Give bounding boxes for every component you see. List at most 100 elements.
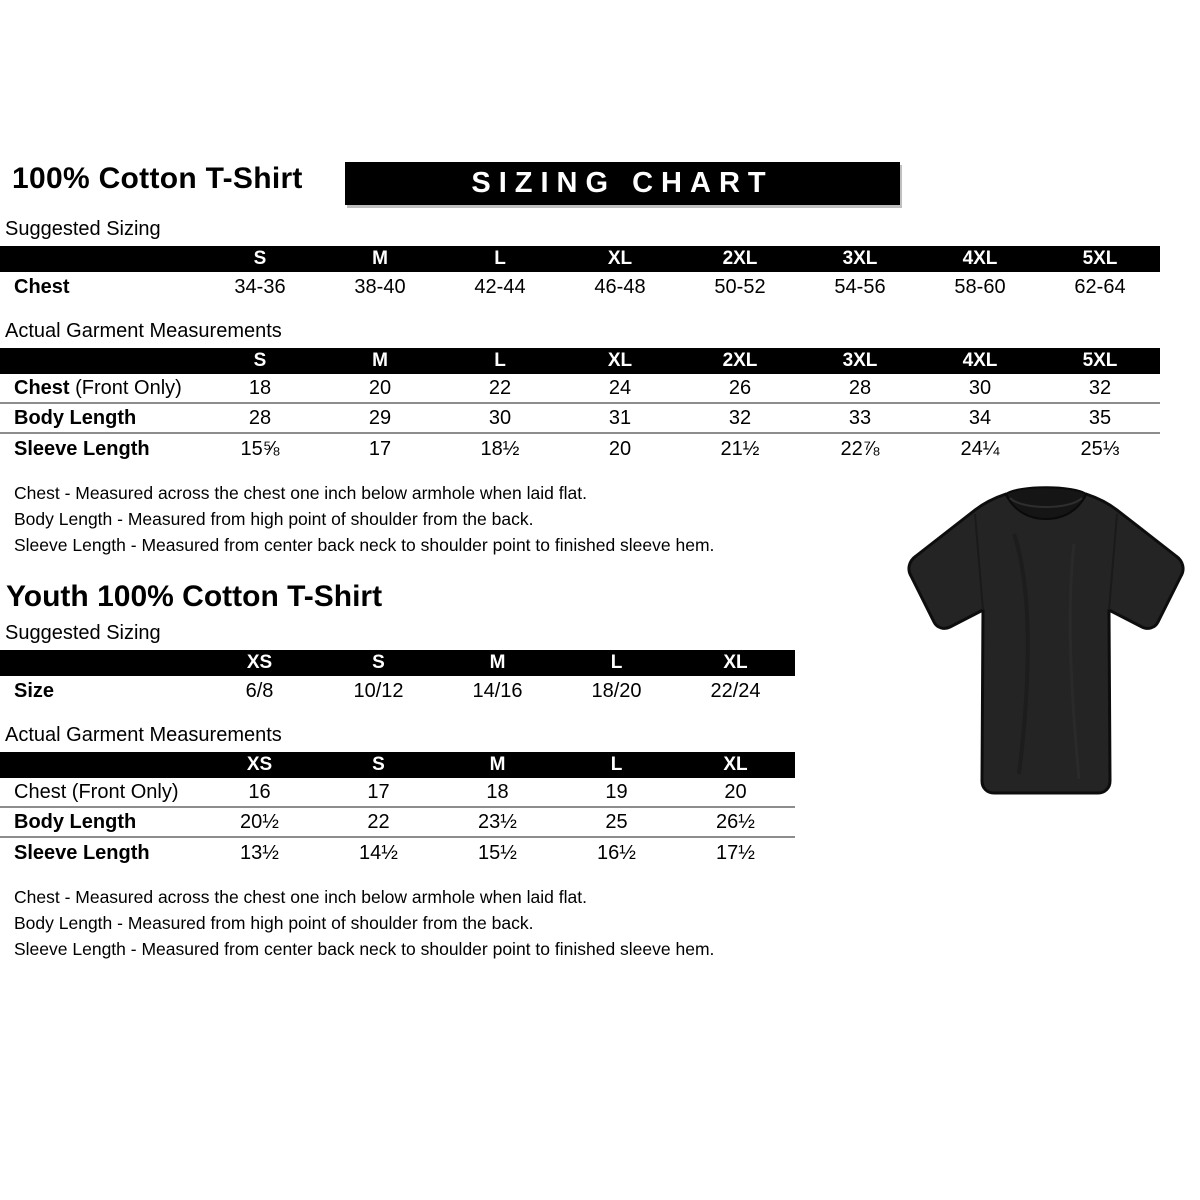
youth-size-row: Size 6/8 10/12 14/16 18/20 22/24 [0, 676, 795, 706]
table-cell: 54-56 [834, 275, 886, 298]
note-line: Chest - Measured across the chest one in… [14, 483, 587, 503]
table-cell: 26 [728, 376, 752, 399]
table-cell: 25 [605, 810, 628, 833]
header-cell: S [253, 248, 267, 269]
table-cell: 15½ [478, 841, 517, 864]
table-cell: 31 [608, 406, 632, 429]
table-cell: 17 [368, 437, 392, 460]
adult-measurement-notes: Chest - Measured across the chest one in… [14, 480, 1200, 558]
table-cell: 32 [728, 406, 752, 429]
youth-suggested-header-row: XS S M L XL [0, 650, 795, 676]
adult-chest-row: Chest (Front Only) 18 20 22 24 26 28 30 … [0, 374, 1160, 404]
table-cell: 22 [488, 376, 512, 399]
header-cell: S [372, 652, 385, 673]
table-cell: 35 [1088, 406, 1112, 429]
table-cell: 13½ [240, 841, 279, 864]
header-cell: M [489, 754, 506, 775]
header-cell: XL [723, 754, 748, 775]
youth-body-length-row: Body Length 20½ 22 23½ 25 26½ [0, 808, 795, 838]
adult-sleeve-length-row: Sleeve Length 15⅝ 17 18½ 20 21½ 22⅞ 24¼ … [0, 434, 1160, 464]
table-cell: 18½ [480, 437, 520, 460]
header-cell: XS [246, 652, 273, 673]
table-cell: 26½ [716, 810, 755, 833]
adult-actual-header-row: S M L XL 2XL 3XL 4XL 5XL [0, 348, 1160, 374]
adult-chest-suggested-row: Chest 34-36 38-40 42-44 46-48 50-52 54-5… [0, 272, 1160, 302]
table-cell: 17 [367, 780, 390, 803]
row-label: Body Length [14, 406, 137, 429]
table-cell: 23½ [478, 810, 517, 833]
adult-actual-label: Actual Garment Measurements [5, 320, 282, 342]
table-cell: 18/20 [591, 679, 642, 702]
row-label: Body Length [14, 810, 137, 833]
youth-chest-row: Chest (Front Only) 16 17 18 19 20 [0, 778, 795, 808]
table-cell: 46-48 [594, 275, 646, 298]
note-line: Chest - Measured across the chest one in… [14, 887, 587, 907]
header-cell: XS [246, 754, 273, 775]
table-cell: 19 [605, 780, 628, 803]
table-cell: 15⅝ [240, 437, 280, 460]
table-cell: 42-44 [474, 275, 526, 298]
table-cell: 29 [368, 406, 392, 429]
header-cell: L [494, 350, 506, 371]
row-label-suffix: (Front Only) [75, 376, 182, 399]
table-cell: 33 [848, 406, 872, 429]
youth-suggested-label: Suggested Sizing [5, 622, 161, 644]
table-cell: 14½ [359, 841, 398, 864]
header-cell: M [372, 350, 388, 371]
table-cell: 20½ [240, 810, 279, 833]
table-cell: 32 [1088, 376, 1112, 399]
adult-suggested-label: Suggested Sizing [5, 218, 161, 240]
adult-actual-table: S M L XL 2XL 3XL 4XL 5XL Chest (Front On… [0, 348, 1200, 464]
row-label: Sleeve Length [14, 437, 150, 460]
table-cell: 24 [608, 376, 632, 399]
youth-title: Youth 100% Cotton T-Shirt [6, 580, 383, 613]
note-line: Body Length - Measured from high point o… [14, 913, 534, 933]
table-cell: 28 [248, 406, 272, 429]
table-cell: 14/16 [472, 679, 523, 702]
table-cell: 50-52 [714, 275, 766, 298]
table-cell: 6/8 [245, 679, 274, 702]
header-cell: 2XL [722, 350, 758, 371]
table-cell: 16 [248, 780, 271, 803]
table-cell: 30 [488, 406, 512, 429]
table-cell: 30 [968, 376, 992, 399]
youth-suggested-table: XS S M L XL Size 6/8 10/12 14/16 18/20 2… [0, 650, 1200, 706]
row-label: Chest [14, 275, 70, 298]
table-cell: 10/12 [353, 679, 404, 702]
adult-title: 100% Cotton T-Shirt [12, 162, 303, 195]
row-label: Chest (Front Only) [0, 377, 200, 400]
youth-measurement-notes: Chest - Measured across the chest one in… [14, 884, 1200, 962]
youth-actual-label: Actual Garment Measurements [5, 724, 282, 746]
table-cell: 62-64 [1074, 275, 1126, 298]
table-cell: 22 [367, 810, 390, 833]
row-label-main: Chest [14, 376, 70, 399]
table-cell: 20 [608, 437, 632, 460]
sizing-chart-page: 100% Cotton T-Shirt SIZING CHART Suggest… [0, 162, 1200, 962]
adult-body-length-row: Body Length 28 29 30 31 32 33 34 35 [0, 404, 1160, 434]
header-cell: M [489, 652, 506, 673]
table-cell: 28 [848, 376, 872, 399]
table-cell: 17½ [716, 841, 755, 864]
table-cell: 18 [248, 376, 272, 399]
header-cell: 3XL [842, 248, 878, 269]
header-cell: S [253, 350, 267, 371]
youth-actual-table: XS S M L XL Chest (Front Only) 16 17 18 … [0, 752, 1200, 868]
tshirt-icon [907, 486, 1185, 795]
header-cell: L [610, 652, 623, 673]
header-cell: XL [607, 248, 633, 269]
adult-suggested-table: S M L XL 2XL 3XL 4XL 5XL Chest 34-36 38-… [0, 246, 1200, 302]
header-cell: XL [607, 350, 633, 371]
table-cell: 24¼ [960, 437, 1000, 460]
adult-header-row: 100% Cotton T-Shirt SIZING CHART [0, 162, 1200, 210]
table-cell: 21½ [720, 437, 760, 460]
note-line: Sleeve Length - Measured from center bac… [14, 939, 715, 959]
table-cell: 18 [486, 780, 509, 803]
table-cell: 34 [968, 406, 992, 429]
table-cell: 22⅞ [840, 437, 880, 460]
row-label: Chest (Front Only) [14, 780, 179, 803]
youth-actual-header-row: XS S M L XL [0, 752, 795, 778]
table-cell: 20 [724, 780, 747, 803]
header-cell: XL [723, 652, 748, 673]
table-cell: 16½ [597, 841, 636, 864]
header-cell: S [372, 754, 385, 775]
